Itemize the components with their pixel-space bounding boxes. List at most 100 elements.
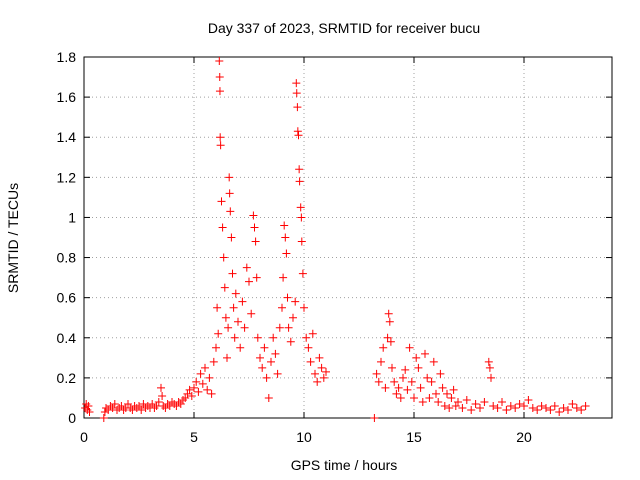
data-point (414, 363, 423, 372)
data-point (218, 223, 227, 232)
data-point (205, 373, 214, 382)
data-point (462, 395, 471, 404)
data-point (207, 389, 216, 398)
data-point (262, 373, 271, 382)
data-point (506, 401, 515, 410)
data-point (471, 399, 480, 408)
data-point (293, 103, 302, 112)
data-point (315, 353, 324, 362)
data-point (172, 401, 181, 410)
data-point (221, 313, 230, 322)
data-point (300, 303, 308, 312)
data-point (377, 357, 385, 366)
data-point (215, 57, 224, 66)
data-point (176, 399, 185, 408)
y-tick-label: 0.6 (57, 290, 77, 306)
data-point (190, 383, 198, 392)
data-point (209, 357, 218, 366)
data-point (100, 407, 109, 416)
data-point (154, 397, 163, 406)
data-point (421, 349, 429, 358)
data-point (528, 403, 537, 412)
data-point (110, 399, 119, 408)
data-point (429, 357, 438, 366)
data-point (293, 127, 302, 136)
data-point (192, 377, 201, 386)
data-point (227, 233, 236, 242)
data-point (181, 393, 190, 402)
data-point (135, 401, 143, 410)
data-point (139, 399, 148, 408)
data-point (555, 407, 564, 416)
data-point (297, 237, 306, 246)
data-point (179, 395, 187, 404)
data-point (294, 131, 303, 140)
data-point (498, 397, 506, 406)
data-point (260, 343, 269, 352)
data-point (311, 369, 319, 378)
data-point (230, 333, 239, 342)
data-point (386, 337, 395, 346)
grid-lines (84, 57, 612, 418)
data-point (423, 373, 432, 382)
data-point (458, 403, 467, 412)
data-point (447, 393, 456, 402)
data-point (298, 269, 307, 278)
data-point (99, 414, 108, 422)
data-point (467, 405, 476, 414)
data-point (215, 73, 224, 82)
data-point (228, 269, 237, 278)
data-point (251, 237, 260, 246)
data-point (148, 399, 157, 408)
data-point (524, 395, 533, 404)
data-point (296, 203, 305, 212)
data-point (158, 391, 167, 400)
data-point (185, 385, 194, 394)
data-point (396, 393, 405, 402)
data-point (383, 333, 392, 342)
data-point (568, 399, 577, 408)
data-point (394, 383, 403, 392)
data-point (295, 165, 304, 174)
data-point (403, 385, 412, 394)
data-point (407, 377, 416, 386)
data-point (219, 253, 228, 262)
data-point (157, 383, 165, 392)
y-tick-label: 0.8 (57, 250, 77, 266)
data-point (577, 405, 586, 414)
y-tick-label: 1.6 (57, 89, 77, 105)
data-point (187, 391, 196, 400)
data-point (291, 297, 300, 306)
data-point (225, 189, 234, 198)
data-point (410, 393, 418, 402)
data-point (451, 401, 460, 410)
data-point (416, 383, 425, 392)
data-point (215, 87, 224, 96)
data-point (449, 385, 458, 394)
data-point (425, 393, 434, 402)
data-point (381, 383, 390, 392)
data-point (388, 363, 396, 372)
data-point (143, 401, 152, 410)
data-point (247, 309, 256, 318)
data-point (559, 403, 568, 412)
y-tick-label: 1.4 (57, 129, 77, 145)
data-point (214, 329, 223, 338)
data-point (194, 387, 203, 396)
data-point (572, 403, 581, 412)
data-point (201, 363, 209, 372)
data-point (203, 385, 212, 394)
y-tick-label: 0 (68, 410, 76, 426)
y-axis-label: SRMTID / TECUs (5, 183, 21, 293)
data-point (286, 337, 295, 346)
data-point (283, 293, 292, 302)
data-point (231, 289, 240, 298)
data-point (253, 333, 262, 342)
data-point (564, 405, 572, 414)
data-point (313, 377, 322, 386)
data-point (196, 369, 205, 378)
data-point (412, 353, 421, 362)
plot-frame (83, 56, 613, 419)
data-point (226, 207, 235, 216)
